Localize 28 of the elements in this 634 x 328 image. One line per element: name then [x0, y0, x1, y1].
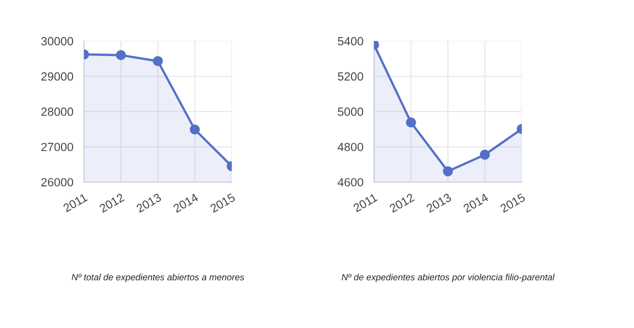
point: [442, 166, 453, 176]
x-tick-label: 2014: [172, 192, 199, 213]
point: [406, 117, 416, 128]
y-tick-label: 5400: [338, 37, 364, 46]
x-tick-label: 2014: [462, 192, 489, 213]
y-tick-label: 29000: [41, 72, 74, 81]
x-tick-label: 2012: [388, 193, 415, 213]
x-tick-label: 2012: [98, 193, 125, 213]
x-tick-label: 2013: [426, 192, 452, 213]
x-tick-label: 2013: [136, 192, 162, 213]
y-tick-label: 4600: [338, 178, 364, 186]
y-tick-label: 4800: [338, 142, 364, 152]
y-tick-label: 28000: [41, 108, 74, 116]
y-tick-label: 5000: [338, 108, 364, 116]
point: [116, 50, 126, 60]
text: Nº total de expedientes abiertos a menores: [72, 274, 244, 282]
text: Nº de expedientes abiertos por violencia filio-parental: [342, 274, 555, 282]
y-tick-label: 27000: [41, 142, 74, 152]
x-tick-label: 2015: [500, 192, 526, 213]
point: [152, 56, 163, 66]
y-tick-label: 26000: [41, 178, 74, 186]
y-tick-label: 30000: [41, 37, 74, 46]
y-tick-label: 5200: [338, 72, 364, 81]
point: [480, 150, 490, 160]
point: [190, 124, 200, 135]
x-tick-label: 2015: [210, 192, 236, 213]
x-tick-label: 2011: [352, 193, 378, 212]
x-tick-label: 2011: [62, 193, 88, 212]
